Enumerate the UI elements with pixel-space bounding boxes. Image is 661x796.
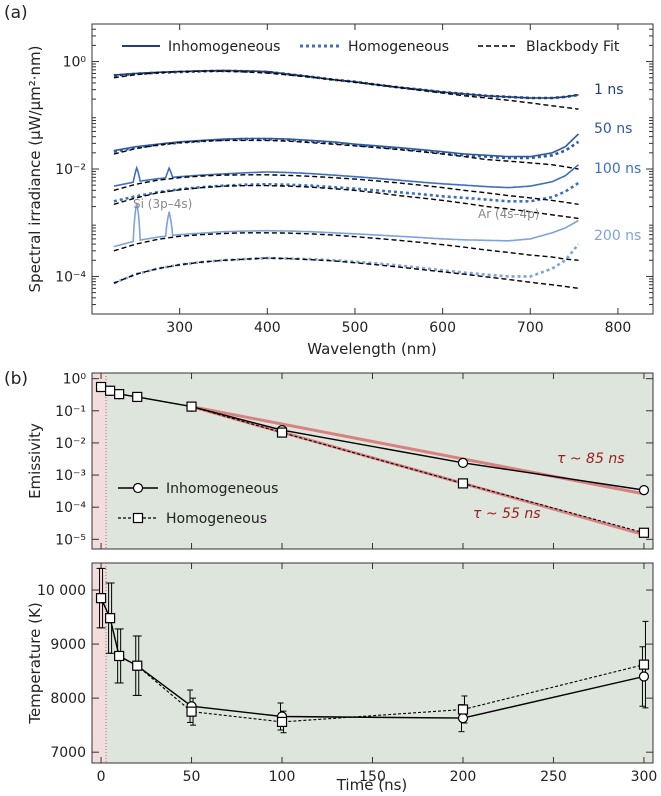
data-point-square — [276, 716, 288, 728]
series-line-50ns-fit — [113, 139, 579, 170]
x-axis-label-a: Wavelength (nm) — [307, 340, 437, 358]
y-tick-label-a: 10⁰ — [63, 55, 87, 71]
x-tick-label-c: 0 — [97, 769, 106, 785]
x-tick-label-c: 100 — [269, 769, 296, 785]
legend-label-inhomogeneous-b: Inhomogeneous — [166, 481, 278, 497]
y-tick-label-a: 10⁻² — [55, 162, 86, 178]
data-point-square — [132, 391, 143, 403]
tau-label-55: τ ~ 55 ns — [473, 506, 541, 522]
y-tick-label-c: 9000 — [50, 637, 86, 653]
pre-pulse-region-b — [92, 373, 106, 549]
plot-area-a — [91, 23, 654, 315]
data-point-square — [95, 593, 107, 604]
x-tick-label-c: 250 — [540, 769, 567, 785]
series-line-200ns-fit_upper — [113, 232, 579, 261]
x-tick-label-a: 700 — [517, 320, 544, 336]
y-tick-label-c: 8000 — [50, 691, 86, 707]
x-tick-label-a: 400 — [254, 320, 281, 336]
legend-a: Inhomogeneous Homogeneous Blackbody Fit — [122, 39, 620, 55]
pre-pulse-region-c — [92, 563, 106, 763]
x-tick-label-c: 300 — [631, 769, 658, 785]
series-line-200ns-fit_lower — [113, 257, 579, 290]
data-point-square — [186, 706, 197, 717]
data-point-square — [104, 385, 116, 396]
data-point-square — [114, 389, 125, 400]
data-point-square — [186, 401, 197, 412]
series-line-50ns-homogeneous — [113, 137, 580, 160]
y-axis-label-a: Spectral irradiance (μW/μm²·nm) — [26, 46, 44, 293]
y-axis-label-b: Emissivity — [26, 423, 44, 499]
series-line-200ns-inhomogeneous — [113, 202, 579, 248]
series-line-inhomogeneous — [100, 597, 645, 719]
series-line-100ns-fit_lower — [113, 184, 579, 220]
series-line-100ns-fit_upper — [113, 174, 579, 205]
legend-label-homogeneous: Homogeneous — [348, 39, 449, 55]
panel-label-b: (b) — [4, 369, 28, 389]
spectral-irradiance-chart: 300 400 500 600 700 800 10⁰ 10⁻² 10⁻⁴ Inhomogene… — [26, 23, 654, 358]
data-point-square — [457, 704, 469, 715]
data-point-square — [132, 660, 143, 671]
panel-label-a: (a) — [4, 3, 28, 23]
x-tick-label-c: 200 — [450, 769, 477, 785]
y-tick-label-b: 10⁻³ — [55, 468, 86, 484]
y-tick-label-c: 7000 — [50, 745, 86, 761]
data-point-square — [457, 478, 469, 489]
plot-area-c — [106, 563, 653, 763]
series-label-1ns: 1 ns — [594, 82, 624, 98]
series-line-100ns-homogeneous — [113, 181, 580, 203]
data-point-circle — [457, 457, 469, 468]
x-tick-label-a: 600 — [429, 320, 456, 336]
emissivity-chart: 10⁰ 10⁻¹ 10⁻² 10⁻³ 10⁻⁴ 10⁻⁵ Inhomogeneous Ho… — [26, 372, 654, 550]
x-tick-label-c: 50 — [183, 769, 201, 785]
x-tick-label-a: 300 — [166, 320, 193, 336]
series-line-1ns-fit — [113, 70, 579, 110]
x-tick-label-a: 800 — [605, 320, 632, 336]
tau-label-85: τ ~ 85 ns — [557, 451, 625, 467]
y-tick-label-b: 10⁻⁵ — [55, 532, 86, 548]
legend-b: Inhomogeneous Homogeneous — [118, 481, 278, 527]
y-tick-label-a: 10⁻⁴ — [55, 269, 86, 285]
series-line-100ns-inhomogeneous — [113, 164, 580, 189]
y-tick-label-b: 10⁻⁴ — [55, 500, 86, 516]
legend-label-inhomogeneous: Inhomogeneous — [168, 39, 280, 55]
x-tick-label-a: 500 — [342, 320, 369, 336]
data-point-square — [638, 659, 650, 670]
x-tick-label-c: 150 — [359, 769, 386, 785]
y-tick-label-b: 10⁰ — [63, 372, 87, 388]
legend-label-fit: Blackbody Fit — [526, 39, 620, 55]
data-point-square — [95, 381, 107, 393]
data-point-circle — [457, 713, 469, 724]
y-axis-label-c: Temperature (K) — [26, 602, 44, 724]
data-point-circle — [638, 671, 650, 682]
series-label-200ns: 200 ns — [594, 228, 641, 244]
data-point-square — [104, 613, 116, 624]
series-label-100ns: 100 ns — [594, 161, 641, 177]
annotation-si: Si (3p–4s) — [133, 197, 192, 211]
data-point-square — [638, 527, 650, 538]
legend-marker-square — [132, 512, 144, 524]
y-tick-label-c: 10 000 — [37, 583, 86, 599]
x-axis-label-c: Time (ns) — [336, 776, 408, 794]
annotation-ar: Ar (4s–4p) — [478, 207, 539, 221]
data-point-square — [276, 427, 288, 438]
temperature-chart: 0 50 100 150 200 250 300 7000 8000 9000 10 000 Tim… — [26, 562, 658, 794]
y-tick-label-b: 10⁻¹ — [55, 404, 86, 420]
series-line-homogeneous — [100, 597, 645, 723]
legend-marker-circle — [132, 482, 144, 494]
data-point-circle — [638, 485, 650, 496]
legend-label-homogeneous-b: Homogeneous — [166, 511, 267, 527]
series-label-50ns: 50 ns — [594, 121, 632, 137]
y-tick-label-b: 10⁻² — [55, 436, 86, 452]
data-point-square — [114, 650, 125, 662]
